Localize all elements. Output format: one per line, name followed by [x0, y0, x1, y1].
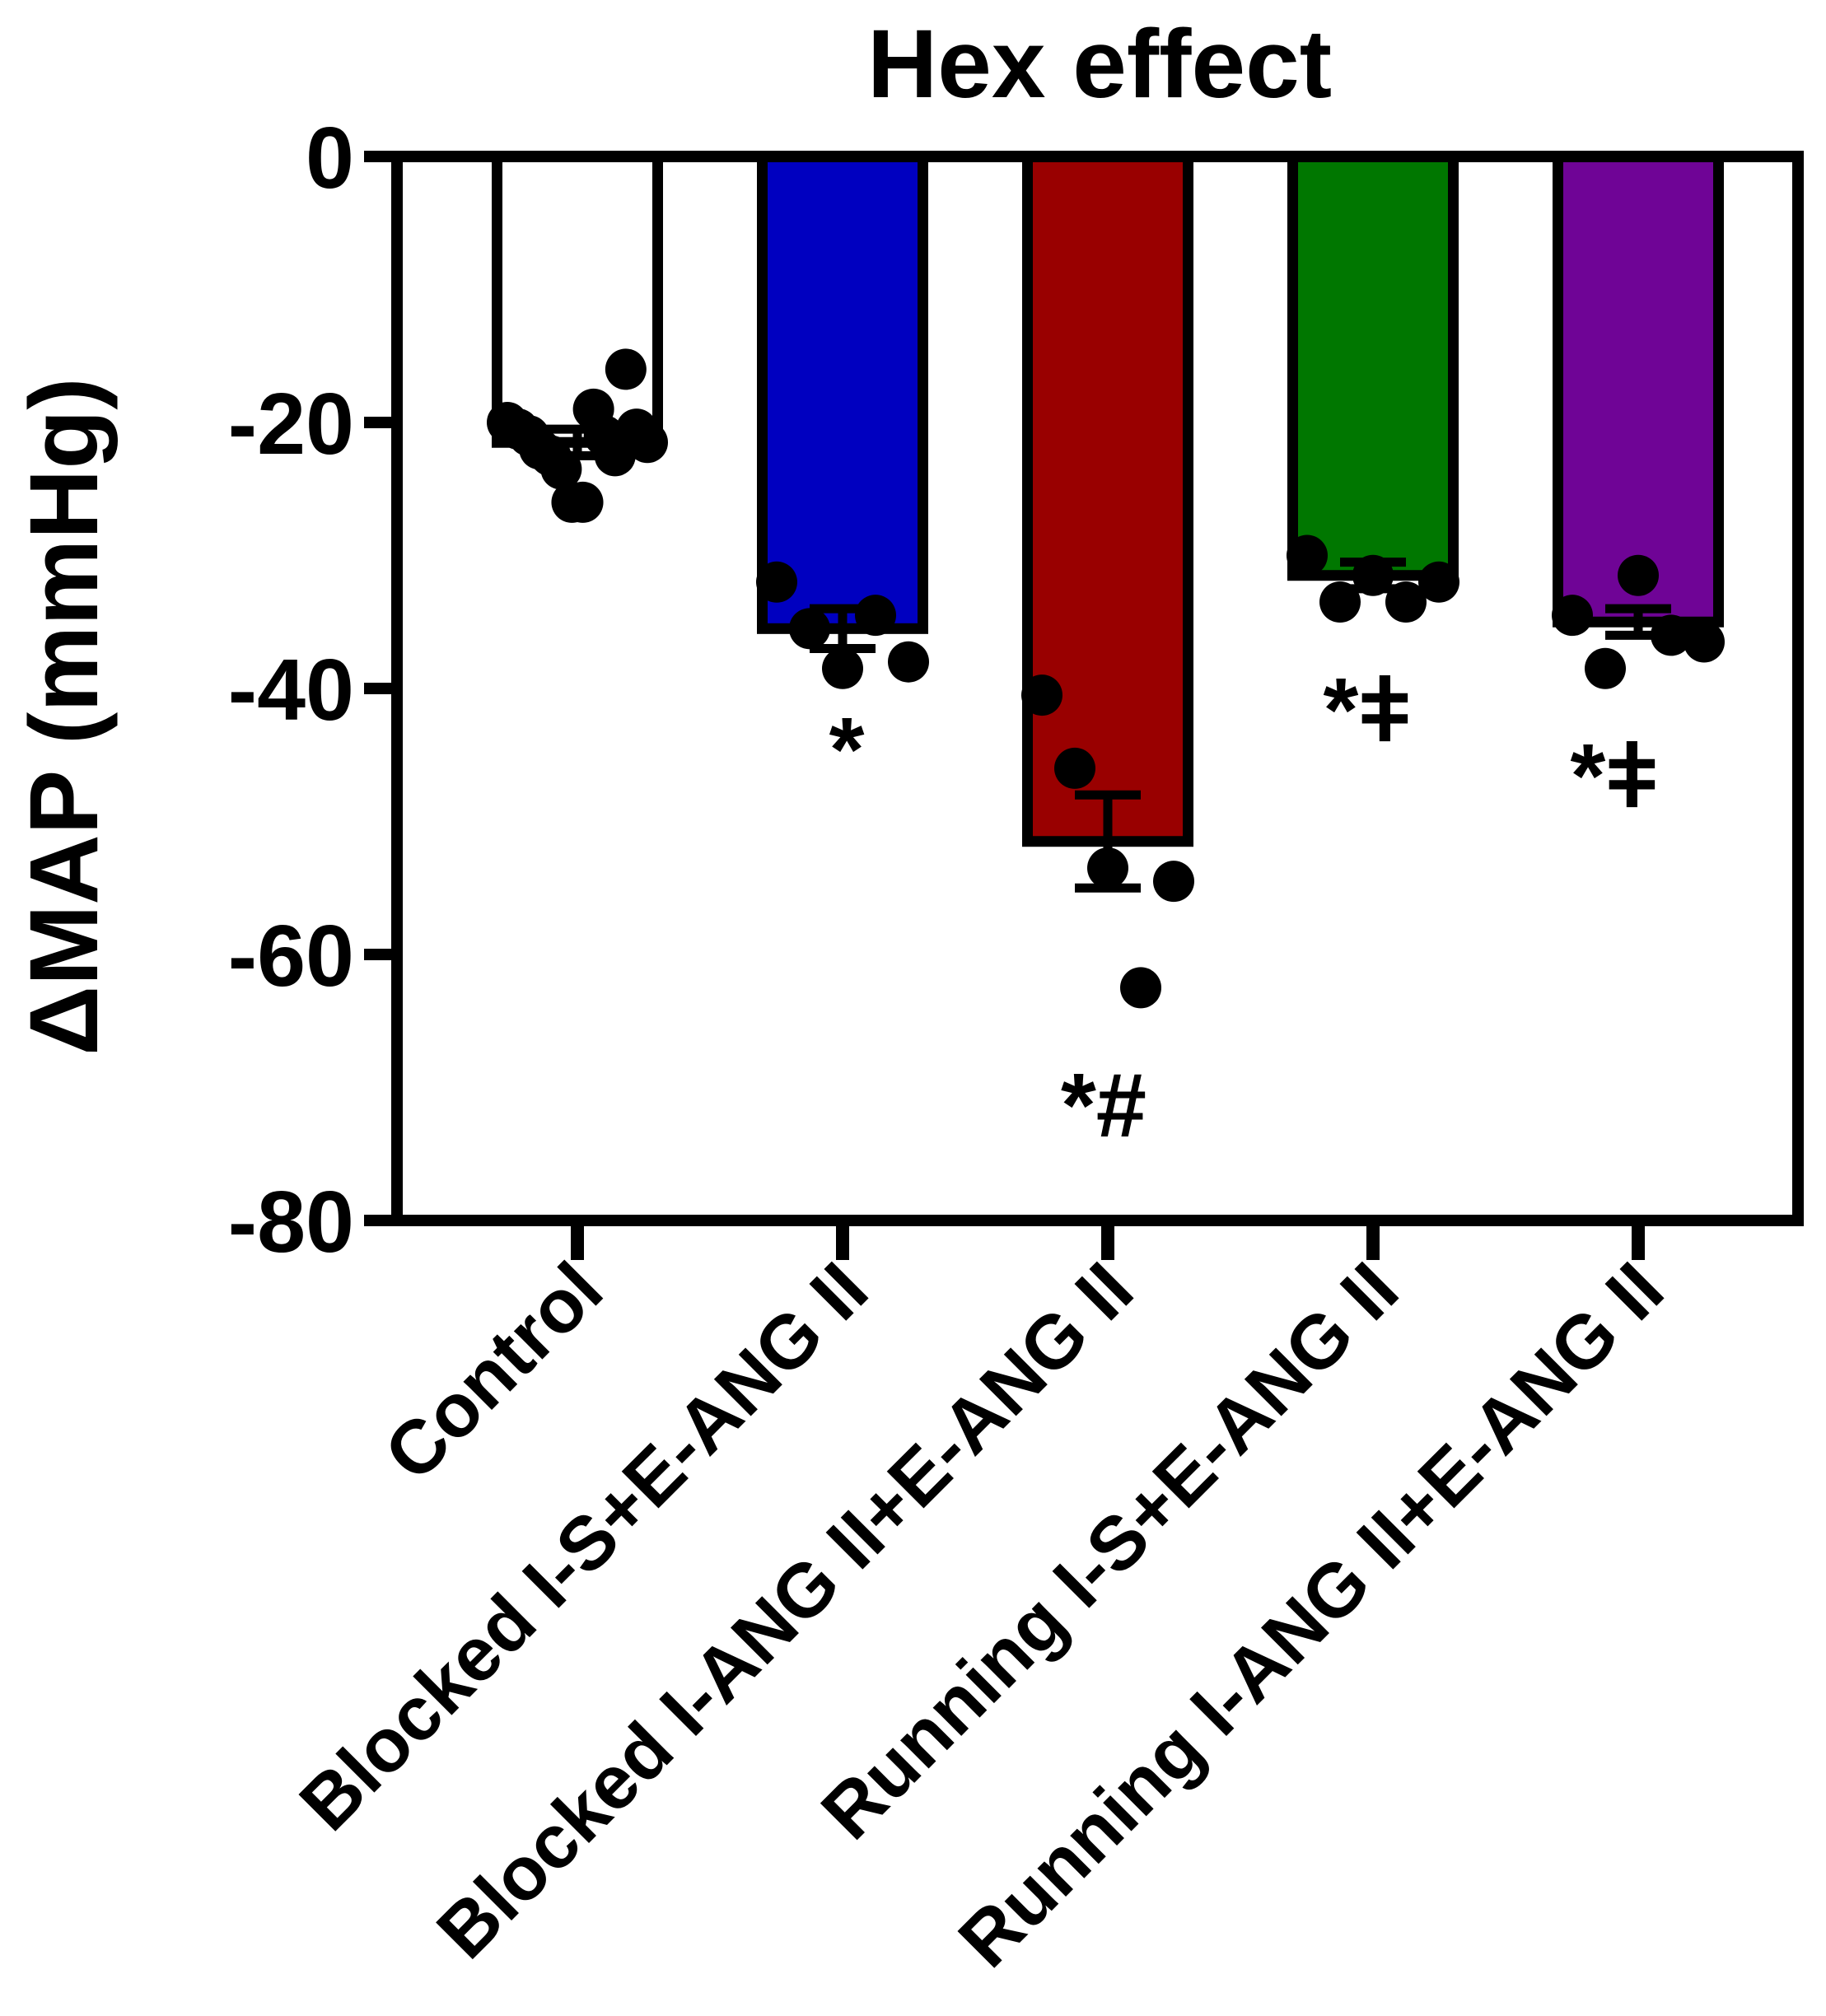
- data-point: [888, 641, 929, 683]
- x-tick-label: Control: [369, 1247, 619, 1496]
- significance-star: *: [829, 699, 865, 800]
- data-point: [1585, 647, 1626, 689]
- bar: [1287, 151, 1459, 581]
- data-point: [605, 348, 647, 390]
- data-point: [1021, 674, 1062, 716]
- data-point: [1120, 967, 1161, 1009]
- data-point: [1684, 621, 1725, 663]
- bar: [1553, 151, 1724, 628]
- data-point: [822, 647, 863, 689]
- data-point: [855, 595, 896, 637]
- y-tick-label: -20: [228, 376, 354, 473]
- data-point: [1287, 534, 1328, 576]
- data-point: [1418, 561, 1459, 603]
- chart-title: Hex effect: [867, 10, 1332, 119]
- significance-star-dagger: *ǂ: [1323, 660, 1411, 761]
- y-tick-label: -60: [228, 908, 354, 1005]
- data-point: [627, 422, 668, 464]
- y-tick-label: 0: [306, 110, 354, 207]
- data-point: [540, 448, 582, 490]
- data-point: [756, 561, 797, 603]
- data-point: [1385, 581, 1427, 623]
- y-tick-label: -80: [228, 1174, 354, 1271]
- data-point: [1087, 847, 1128, 889]
- data-point: [1552, 595, 1593, 637]
- data-point: [1319, 581, 1361, 623]
- data-point: [789, 608, 830, 650]
- y-tick-label: -40: [228, 642, 354, 739]
- bar: [1022, 151, 1193, 847]
- significance-star-hash: *#: [1061, 1055, 1147, 1156]
- bar: [757, 151, 928, 634]
- data-point: [1352, 554, 1394, 596]
- data-point: [1618, 554, 1659, 596]
- data-point: [1153, 861, 1194, 903]
- data-point: [1054, 747, 1095, 789]
- y-axis-label: ΔMAP (mmHg): [10, 377, 119, 1055]
- plot-frame: [391, 151, 1804, 1226]
- data-point: [562, 481, 604, 523]
- significance-star-dagger: *ǂ: [1570, 726, 1658, 827]
- data-point: [1651, 614, 1692, 656]
